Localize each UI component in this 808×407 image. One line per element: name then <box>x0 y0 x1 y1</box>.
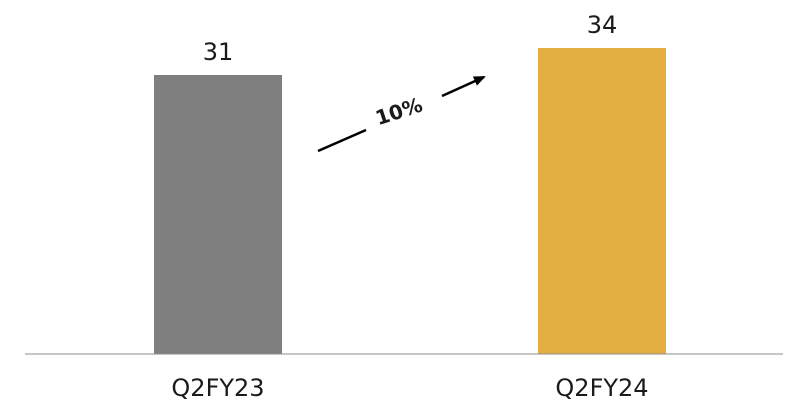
growth-arrow-tail <box>317 128 367 153</box>
bar-q2fy24 <box>538 48 666 354</box>
growth-arrow-head <box>441 75 486 98</box>
growth-annotation: 10% <box>317 75 486 153</box>
tick-labels-group: Q2FY23 Q2FY24 <box>171 374 648 402</box>
bar-q2fy23 <box>154 75 282 354</box>
data-label-q2fy23: 31 <box>203 38 234 66</box>
x-tick-label-q2fy23: Q2FY23 <box>171 374 264 402</box>
x-tick-label-q2fy24: Q2FY24 <box>555 374 648 402</box>
growth-label: 10% <box>372 93 425 131</box>
data-labels-group: 31 34 <box>203 11 618 66</box>
data-label-q2fy24: 34 <box>587 11 618 39</box>
bars-group <box>154 48 666 354</box>
